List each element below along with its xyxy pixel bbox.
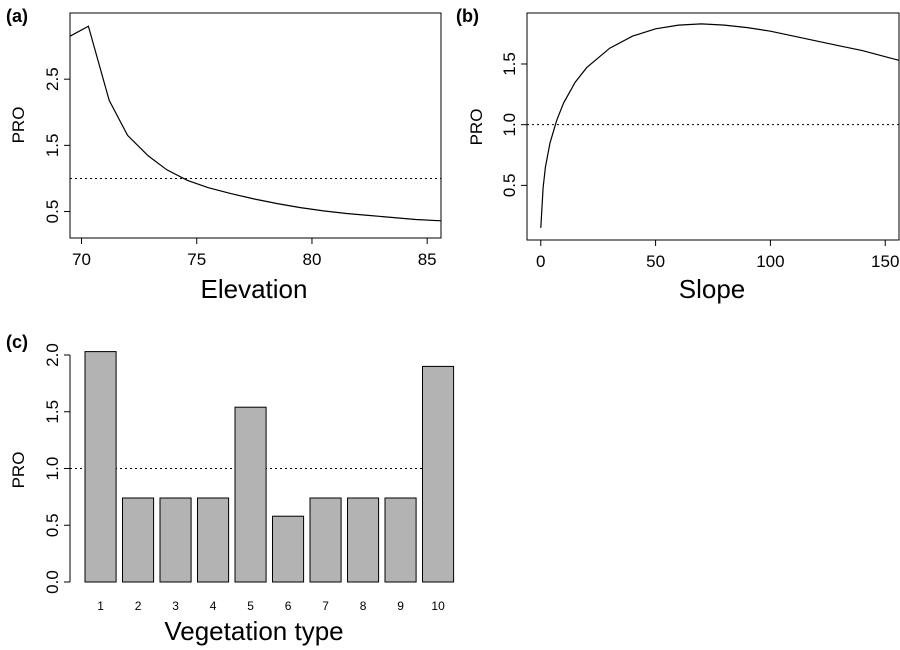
x-tick-label-a: 75 [187, 250, 206, 269]
bar-10 [422, 365, 455, 583]
y-tick-label-a: 2.5 [43, 67, 62, 91]
bar-6 [272, 515, 305, 583]
bar-5 [234, 406, 267, 583]
y-axis-a: 0.5 1.5 2.5 [43, 67, 70, 223]
x-tick-label-c: 8 [360, 599, 367, 613]
y-tick-label-c: 0.5 [43, 513, 62, 537]
x-axis-c: 1 2 3 4 5 6 7 8 9 10 [97, 599, 445, 613]
x-tick-label-c: 3 [172, 599, 179, 613]
x-tick-label-c: 7 [322, 599, 329, 613]
bar-3 [159, 497, 192, 583]
x-tick-label-b: 0 [536, 252, 545, 271]
x-tick-label-c: 1 [97, 599, 104, 613]
bar-4 [197, 497, 230, 583]
series-line-b [540, 23, 900, 228]
x-tick-label-c: 5 [247, 599, 254, 613]
x-tick-label-b: 50 [646, 252, 665, 271]
x-tick-label-c: 6 [285, 599, 292, 613]
x-axis-a: 70 75 80 85 [72, 238, 437, 269]
y-tick-label-b: 0.5 [500, 174, 519, 198]
panel-label-b: (b) [456, 6, 479, 26]
y-tick-label-c: 0.0 [43, 570, 62, 594]
y-tick-label-c: 1.5 [43, 400, 62, 424]
y-tick-label-c: 1.0 [43, 457, 62, 481]
y-tick-label-c: 2.0 [43, 343, 62, 367]
y-axis-title-b: PRO [467, 109, 486, 146]
panel-label-c: (c) [6, 332, 28, 352]
y-tick-label-a: 1.5 [43, 134, 62, 158]
y-tick-label-b: 1.5 [500, 52, 519, 76]
y-axis-title-c: PRO [9, 452, 28, 489]
x-tick-label-c: 9 [397, 599, 404, 613]
x-tick-label-c: 10 [431, 599, 445, 613]
panel-a-elevation: (a) 70 75 80 85 0.5 1.5 2.5 Elevation PRO [6, 6, 442, 304]
x-tick-label-c: 2 [135, 599, 142, 613]
bar-1 [84, 351, 117, 583]
y-axis-b: 0.5 1.0 1.5 [500, 52, 527, 197]
panel-b-slope: (b) 0 50 100 150 0.5 1.0 1.5 Slope PRO [456, 6, 900, 304]
x-tick-label-a: 70 [72, 250, 91, 269]
series-line-a [69, 25, 442, 222]
bar-8 [347, 497, 380, 583]
panel-label-a: (a) [6, 6, 28, 26]
x-tick-label-b: 150 [871, 252, 899, 271]
x-tick-label-b: 100 [756, 252, 784, 271]
x-tick-label-a: 85 [418, 250, 437, 269]
x-tick-label-a: 80 [302, 250, 321, 269]
panel-c-vegetation: (c) 1 2 3 4 5 6 7 8 9 10 0.0 0.5 1.0 1.5 2.0 Vegetati… [6, 332, 455, 646]
y-tick-label-a: 0.5 [43, 200, 62, 224]
y-axis-title-a: PRO [9, 107, 28, 144]
bar-7 [309, 497, 342, 583]
bar-9 [384, 497, 417, 583]
x-axis-title-a: Elevation [201, 274, 308, 304]
y-tick-label-b: 1.0 [500, 113, 519, 137]
plot-frame-a [69, 12, 442, 239]
plot-frame-b [526, 12, 900, 241]
x-axis-title-b: Slope [679, 274, 746, 304]
x-axis-title-c: Vegetation type [164, 616, 343, 646]
x-tick-label-c: 4 [210, 599, 217, 613]
bar-2 [122, 497, 155, 583]
bars-c [84, 351, 455, 583]
y-axis-c: 0.0 0.5 1.0 1.5 2.0 [43, 343, 71, 594]
x-axis-b: 0 50 100 150 [536, 240, 899, 271]
